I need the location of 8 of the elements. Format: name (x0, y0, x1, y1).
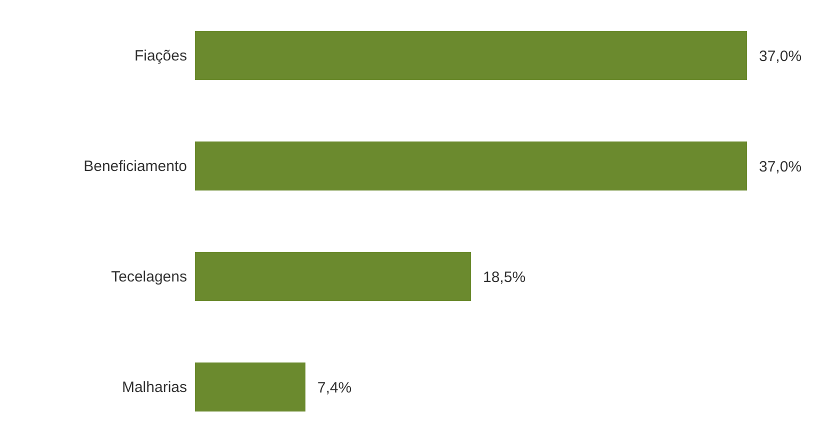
y-tick-label: Tecelagens (111, 268, 187, 286)
data-label: 37,0% (759, 48, 802, 65)
data-label: 7,4% (317, 379, 352, 396)
data-label: 37,0% (759, 158, 802, 176)
y-tick-label: Malharias (122, 379, 187, 396)
y-tick-label: Beneficiamento (84, 158, 187, 176)
y-tick-label: Fiações (134, 48, 187, 65)
data-label: 18,5% (483, 268, 526, 286)
